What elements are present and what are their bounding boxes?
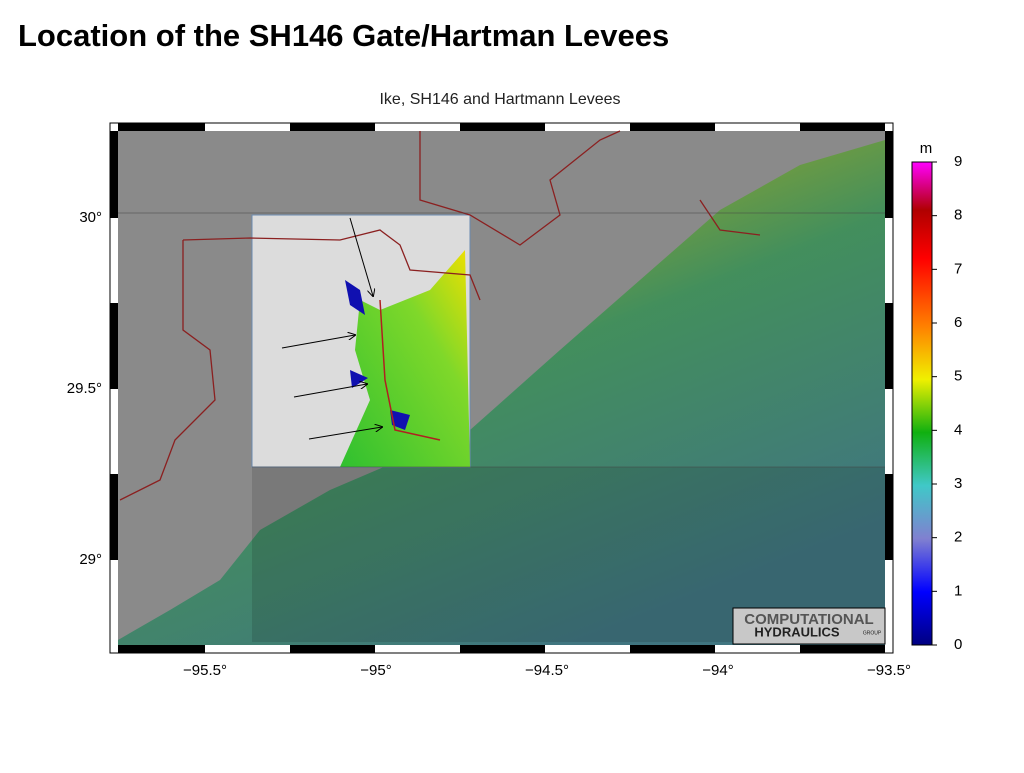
frame-bar [885,303,893,389]
colorbar-tick-label: 2 [954,529,962,546]
colorbar-tick-label: 3 [954,475,962,492]
colorbar-tick-label: 8 [954,207,962,224]
colorbar-tick-label: 0 [954,636,962,653]
frame-bar [885,131,893,218]
frame-bar [630,123,715,131]
colorbar-tick-label: 1 [954,582,962,599]
colorbar-tick-label: 6 [954,314,962,331]
x-tick-label: −95.5° [183,662,227,679]
colorbar-unit: m [920,140,933,157]
y-tick-label: 29.5° [67,380,102,397]
map-frame [109,122,894,654]
frame-bar [110,303,118,389]
frame-bar [800,123,885,131]
x-tick-label: −95° [360,662,391,679]
frame-bar [460,645,545,653]
frame-bar [110,474,118,560]
colorbar-tick-label: 4 [954,421,962,438]
slide-title: Location of the SH146 Gate/Hartman Levee… [18,18,669,53]
y-tick-label: 29° [79,551,102,568]
frame-bar [460,123,545,131]
logo-line2: HYDRAULICS [754,624,840,639]
frame-bar [290,645,375,653]
map-title: Ike, SH146 and Hartmann Levees [379,91,620,108]
colorbar-tick-label: 7 [954,260,962,277]
colorbar [911,161,933,646]
frame-bar [118,645,205,653]
x-tick-label: −94° [702,662,733,679]
frame-bar [800,645,885,653]
x-tick-label: −93.5° [867,662,911,679]
colorbar-tick-label: 5 [954,368,962,385]
frame-bar [118,123,205,131]
logo-line3: GROUP [863,630,882,636]
frame-bar [885,474,893,560]
logo-line1: COMPUTATIONAL [744,611,873,628]
frame-bar [110,131,118,218]
y-tick-label: 30° [79,209,102,226]
colorbar-tick-label: 9 [954,153,962,170]
frame-bar [630,645,715,653]
x-tick-label: −94.5° [525,662,569,679]
frame-bar [290,123,375,131]
